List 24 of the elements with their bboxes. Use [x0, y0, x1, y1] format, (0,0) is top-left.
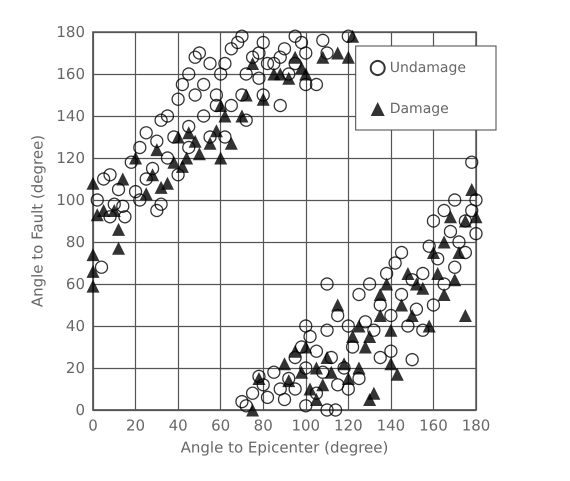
y-tick-label: 40 — [66, 317, 85, 335]
y-tick-label: 80 — [66, 233, 85, 251]
x-tick-label: 160 — [419, 416, 448, 434]
y-tick-label: 180 — [56, 23, 85, 41]
x-tick-label: 180 — [462, 416, 490, 434]
y-tick-label: 160 — [56, 65, 85, 83]
x-tick-label: 0 — [88, 416, 98, 434]
y-tick-label: 100 — [56, 191, 85, 209]
legend-label: Undamage — [390, 60, 466, 76]
y-axis-title: Angle to Fault (degree) — [28, 134, 46, 308]
x-tick-label: 120 — [334, 416, 363, 434]
x-tick-label: 100 — [291, 416, 320, 434]
x-tick-label: 140 — [376, 416, 406, 434]
y-tick-label: 140 — [56, 107, 85, 125]
legend-label: Damage — [390, 101, 449, 117]
y-tick-label: 20 — [66, 359, 85, 377]
x-tick-label: 60 — [211, 416, 230, 434]
y-tick-label: 0 — [75, 401, 85, 419]
x-tick-label: 20 — [126, 416, 146, 434]
x-tick-label: 80 — [254, 416, 273, 434]
y-tick-label: 60 — [66, 275, 85, 293]
x-axis-title: Angle to Epicenter (degree) — [180, 438, 388, 456]
x-tick-label: 40 — [168, 416, 188, 434]
y-tick-label: 120 — [56, 149, 85, 167]
